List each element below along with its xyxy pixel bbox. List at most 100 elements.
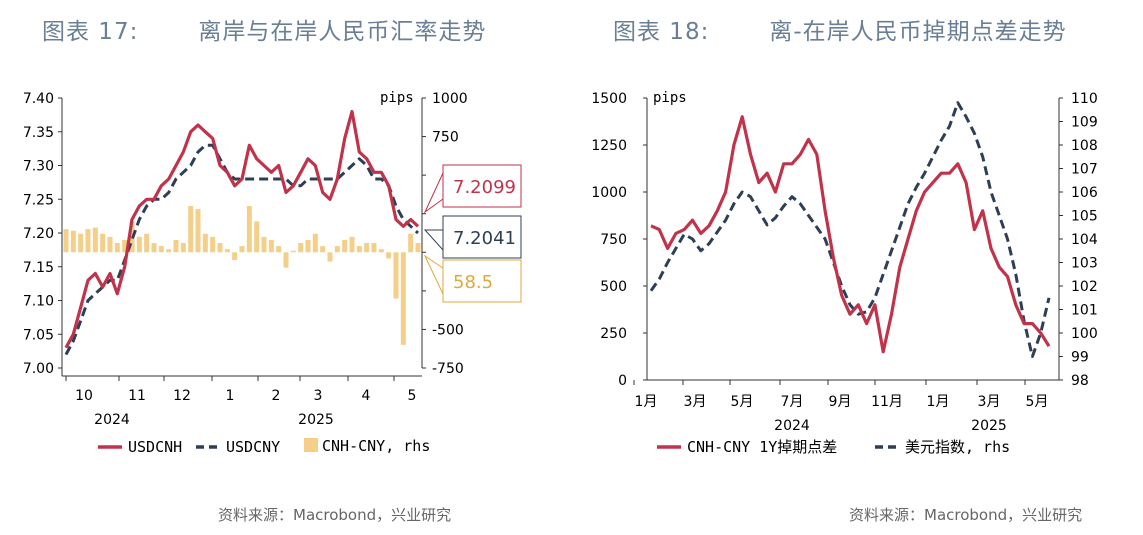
cnh-cny-bar	[342, 239, 348, 253]
right-y-tick-label: -750	[432, 361, 464, 377]
legend-label: CNH-CNY, rhs	[322, 437, 430, 455]
right-y-tick-label: 107	[1071, 162, 1098, 178]
cnh-cny-bar	[334, 246, 340, 253]
cnh-cny-bar	[188, 206, 194, 253]
legend-label: CNH-CNY 1Y掉期点差	[687, 438, 837, 456]
cnh-cny-bar	[173, 239, 179, 253]
cnh-cny-bar	[268, 239, 274, 253]
cnh-cny-bar	[85, 229, 91, 253]
cnh-cny-bar	[63, 229, 69, 253]
x-tick-label: 3月	[978, 394, 1001, 410]
x-tick-label: 10	[75, 388, 93, 404]
x-tick-label: 3	[314, 388, 323, 404]
right-y-tick-label: 109	[1071, 115, 1098, 131]
cnh-cny-bar	[290, 250, 296, 253]
cnh-cny-bar	[408, 233, 414, 253]
left-y-tick-label: 1500	[591, 91, 627, 107]
dollar-index-line	[649, 101, 1051, 358]
right-y-tick-label: 105	[1071, 209, 1098, 225]
x-year-label: 2024	[774, 418, 810, 434]
right-y-tick-label: 102	[1071, 279, 1098, 295]
callout-pointer	[423, 229, 444, 252]
legend-label: USDCNH	[128, 438, 182, 456]
cnh-cny-bar	[92, 227, 98, 253]
cnh-cny-bar	[136, 236, 142, 253]
x-year-label: 2024	[94, 412, 130, 428]
cnh-cny-bar	[107, 236, 113, 253]
left-chart-svg: 7.40 7.35 7.30 7.25 7.20 7.15 7.10 7.05 7.00 1000…	[23, 90, 522, 456]
left-lines	[64, 109, 420, 356]
swap-spread-line	[650, 115, 1051, 354]
cnh-cny-bar	[349, 236, 355, 253]
right-chart-panel: 图表 18: 离-在岸人民币掉期点差走势 1500 1250 1000 750 500 25…	[571, 0, 1143, 535]
cnh-cny-bar	[364, 243, 370, 253]
right-y-tick-label: 106	[1071, 185, 1098, 201]
left-y-tick-label: 7.15	[23, 260, 54, 276]
callout-box	[442, 164, 522, 208]
x-tick-label: 5月	[1026, 394, 1049, 410]
cnh-cny-bar	[239, 246, 245, 253]
x-tick-label: 4	[362, 388, 371, 404]
right-y-tick-label: 103	[1071, 256, 1098, 272]
cnh-cny-bar	[312, 233, 318, 253]
x-tick-label: 5月	[731, 394, 754, 410]
cnh-cny-bar	[378, 249, 384, 253]
right-y-tick-label: 1000	[432, 91, 468, 107]
left-unit-label: pips	[380, 90, 414, 106]
right-legend: CNH-CNY 1Y掉期点差 美元指数, rhs	[657, 438, 1010, 456]
left-y-tick-label: 7.05	[23, 327, 54, 343]
cnh-cny-bar	[122, 239, 128, 253]
left-chart-panel: 图表 17: 离岸与在岸人民币汇率走势 7.40 7.35 7.30 7.25 7.20 7…	[0, 0, 571, 535]
callout-pointer	[423, 172, 444, 214]
left-y-tick-label: 1250	[591, 138, 627, 154]
cnh-cny-bar	[100, 233, 106, 253]
legend-swatch	[304, 438, 318, 452]
cnh-cny-bar	[261, 236, 267, 253]
left-chart-title: 图表 17: 离岸与在岸人民币汇率走势	[42, 12, 486, 46]
cnh-cny-bar	[180, 243, 186, 253]
left-source: 资料来源：Macrobond，兴业研究	[218, 506, 452, 524]
left-title-text: 离岸与在岸人民币汇率走势	[198, 19, 487, 45]
right-unit-label: pips	[653, 90, 687, 106]
right-title-text: 离-在岸人民币掉期点差走势	[769, 19, 1067, 45]
callout-box	[442, 259, 522, 303]
left-y-tick-label: 500	[600, 279, 627, 295]
right-chart-svg: 1500 1250 1000 750 500 250 0 110 109 108 107 106 105…	[591, 90, 1098, 456]
cnh-cny-bar	[305, 239, 311, 253]
cnh-cny-bar	[386, 252, 392, 259]
x-tick-label: 1月	[927, 394, 950, 410]
cnh-cny-bar	[276, 246, 282, 253]
callout-pointer	[423, 254, 444, 295]
x-tick-label: 5	[408, 388, 417, 404]
cnh-cny-bar	[232, 252, 238, 260]
left-y-tick-label: 7.25	[23, 192, 54, 208]
x-year-label: 2025	[298, 412, 334, 428]
left-figure-label: 图表 17:	[42, 19, 139, 45]
cnh-cny-bars	[63, 206, 421, 345]
left-y-tick-label: 7.20	[23, 226, 54, 242]
cnh-cny-bar	[151, 243, 157, 253]
right-y-tick-label: 100	[1071, 326, 1098, 342]
cnh-cny-bar	[166, 249, 172, 253]
cnh-cny-bar	[144, 233, 150, 253]
cnh-cny-bar	[371, 243, 377, 253]
x-tick-label: 3月	[684, 394, 707, 410]
right-y-tick-label: 99	[1071, 350, 1089, 366]
cnh-cny-bar	[195, 209, 201, 253]
cnh-cny-bar	[283, 252, 289, 268]
x-tick-label: 12	[173, 388, 191, 404]
legend-label: 美元指数, rhs	[905, 438, 1010, 456]
left-y-tick-label: 0	[618, 373, 627, 389]
right-y-tick-label: 108	[1071, 138, 1098, 154]
left-y-tick-label: 7.40	[23, 91, 54, 107]
left-callouts: 7.2099 7.2041 58.5	[423, 164, 522, 303]
right-y-tick-label: 101	[1071, 303, 1098, 319]
legend-label: USDCNY	[226, 438, 280, 456]
x-tick-label: 1月	[635, 394, 658, 410]
right-y-tick-label: 110	[1071, 91, 1098, 107]
cnh-cny-bar	[114, 243, 120, 253]
cnh-cny-bar	[158, 246, 164, 253]
cnh-cny-bar	[320, 246, 326, 253]
right-y-tick-label: 98	[1071, 373, 1089, 389]
cnh-cny-bar	[78, 233, 84, 253]
